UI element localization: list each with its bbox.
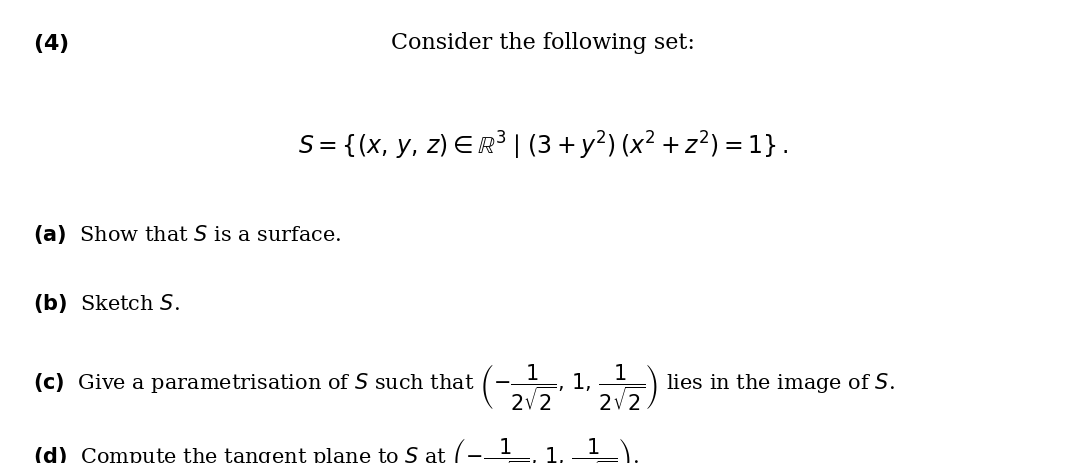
Text: $S = \{(x,\,y,\,z) \in \mathbb{R}^3 \mid (3 + y^2)\,(x^2 + z^2) = 1\}\,.$: $S = \{(x,\,y,\,z) \in \mathbb{R}^3 \mid… — [298, 130, 788, 162]
Text: $\bf{(4)}$: $\bf{(4)}$ — [33, 32, 68, 56]
Text: $\mathbf{(d)}$  Compute the tangent plane to $S$ at $\left(-\dfrac{1}{2\sqrt{2}}: $\mathbf{(d)}$ Compute the tangent plane… — [33, 435, 639, 463]
Text: $\mathbf{(a)}$  Show that $S$ is a surface.: $\mathbf{(a)}$ Show that $S$ is a surfac… — [33, 222, 341, 245]
Text: Consider the following set:: Consider the following set: — [391, 32, 695, 54]
Text: $\mathbf{(c)}$  Give a parametrisation of $S$ such that $\left(-\dfrac{1}{2\sqrt: $\mathbf{(c)}$ Give a parametrisation of… — [33, 361, 895, 412]
Text: $\mathbf{(b)}$  Sketch $S$.: $\mathbf{(b)}$ Sketch $S$. — [33, 292, 179, 315]
